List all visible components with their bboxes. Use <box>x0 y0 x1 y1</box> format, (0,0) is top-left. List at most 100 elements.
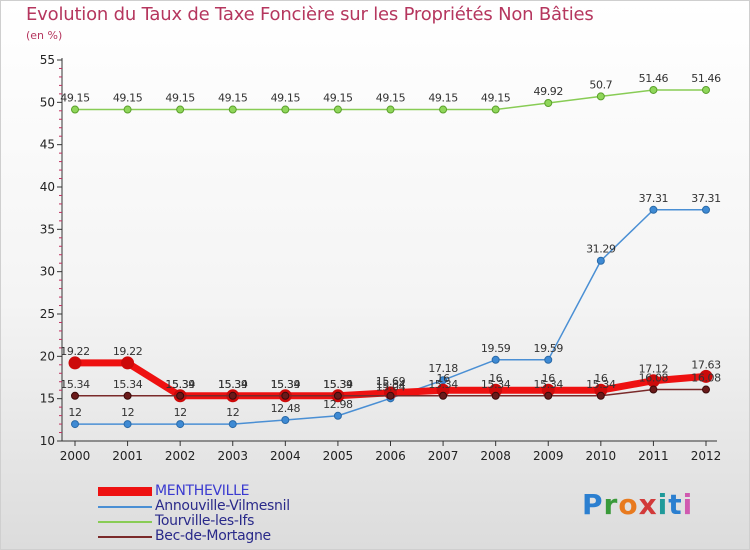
data-point-annouville-vilmesnil <box>649 205 658 214</box>
data-label-mentheville: 16 <box>489 372 503 385</box>
legend-item-annouville-vilmesnil: Annouville-Vilmesnil <box>98 498 358 514</box>
data-label-annouville-vilmesnil: 15.04 <box>376 380 406 393</box>
legend-swatch <box>98 535 152 538</box>
data-label-bec-de-mortagne: 15.34 <box>271 378 301 391</box>
series-bec-de-mortagne <box>71 385 710 400</box>
data-label-mentheville: 15.39 <box>165 378 195 391</box>
data-label-bec-de-mortagne: 15.34 <box>165 378 195 391</box>
data-label-tourville-les-ifs: 49.15 <box>323 92 353 105</box>
data-label-tourville-les-ifs: 49.15 <box>165 92 195 105</box>
data-point-bec-de-mortagne <box>439 391 448 400</box>
data-point-annouville-vilmesnil <box>596 256 605 265</box>
data-label-tourville-les-ifs: 49.15 <box>428 92 458 105</box>
data-point-tourville-les-ifs <box>439 105 448 114</box>
legend-swatch <box>98 486 152 496</box>
data-label-annouville-vilmesnil: 12.48 <box>271 402 301 415</box>
data-label-annouville-vilmesnil: 17.18 <box>428 362 458 375</box>
data-label-bec-de-mortagne: 15.34 <box>586 378 616 391</box>
data-label-annouville-vilmesnil: 19.59 <box>481 342 511 355</box>
x-tick-label: 2001 <box>112 449 143 463</box>
legend-label: Annouville-Vilmesnil <box>155 498 290 514</box>
data-point-bec-de-mortagne <box>176 391 185 400</box>
data-point-annouville-vilmesnil <box>333 411 342 420</box>
data-point-bec-de-mortagne <box>702 385 710 394</box>
data-label-mentheville: 19.22 <box>113 345 143 358</box>
series-lines <box>68 85 713 429</box>
logo-letter: P <box>582 488 604 521</box>
legend: MENTHEVILLE Annouville-Vilmesnil Tourville… <box>98 483 358 544</box>
data-label-bec-de-mortagne: 15.34 <box>376 378 406 391</box>
data-point-tourville-les-ifs <box>649 85 658 94</box>
data-label-mentheville: 19.22 <box>60 345 90 358</box>
data-point-annouville-vilmesnil <box>71 420 79 429</box>
data-point-tourville-les-ifs <box>123 105 132 114</box>
data-point-tourville-les-ifs <box>176 105 185 114</box>
data-point-tourville-les-ifs <box>71 105 79 114</box>
data-label-tourville-les-ifs: 49.15 <box>271 92 301 105</box>
data-point-mentheville <box>68 356 82 370</box>
data-label-bec-de-mortagne: 16.08 <box>691 372 721 385</box>
data-point-tourville-les-ifs <box>596 92 605 101</box>
y-tick-label: 10 <box>40 434 55 448</box>
x-tick-label: 2012 <box>691 449 722 463</box>
data-point-annouville-vilmesnil <box>228 420 237 429</box>
data-label-mentheville: 15.69 <box>376 375 406 388</box>
axes: 10 15 20 25 30 35 40 45 50 55 2000 2001 2002 2003 2004… <box>40 53 722 463</box>
data-label-mentheville: 17.63 <box>691 358 721 371</box>
y-tick-label: 40 <box>40 180 55 194</box>
data-point-bec-de-mortagne <box>123 391 132 400</box>
data-label-tourville-les-ifs: 51.46 <box>691 72 721 85</box>
data-label-tourville-les-ifs: 49.15 <box>481 92 511 105</box>
data-label-annouville-vilmesnil: 12 <box>174 406 187 419</box>
data-label-mentheville: 16 <box>594 372 608 385</box>
data-point-tourville-les-ifs <box>491 105 500 114</box>
data-label-annouville-vilmesnil: 19.59 <box>534 342 564 355</box>
data-label-tourville-les-ifs: 49.92 <box>534 85 564 98</box>
x-tick-label: 2007 <box>428 449 459 463</box>
y-tick-label: 15 <box>40 392 55 406</box>
data-point-bec-de-mortagne <box>281 391 290 400</box>
legend-item-mentheville: MENTHEVILLE <box>98 483 358 499</box>
data-label-mentheville: 15.39 <box>271 378 301 391</box>
logo-letter: r <box>603 488 619 521</box>
data-label-bec-de-mortagne: 15.34 <box>323 378 353 391</box>
data-label-bec-de-mortagne: 15.34 <box>218 378 248 391</box>
x-tick-label: 2008 <box>480 449 511 463</box>
data-label-tourville-les-ifs: 51.46 <box>639 72 669 85</box>
x-tick-label: 2011 <box>638 449 669 463</box>
logo-letter: o <box>618 488 639 521</box>
data-point-bec-de-mortagne <box>596 391 605 400</box>
logo-letter: i <box>657 488 669 521</box>
data-point-tourville-les-ifs <box>228 105 237 114</box>
data-label-tourville-les-ifs: 49.15 <box>60 92 90 105</box>
data-point-annouville-vilmesnil <box>702 205 710 214</box>
y-tick-label: 20 <box>40 349 55 363</box>
data-label-mentheville: 16 <box>542 372 556 385</box>
data-label-bec-de-mortagne: 15.34 <box>428 378 458 391</box>
data-label-bec-de-mortagne: 15.34 <box>60 378 90 391</box>
logo-letter: i <box>682 488 694 521</box>
data-point-bec-de-mortagne <box>491 391 500 400</box>
y-tick-label: 35 <box>40 222 55 236</box>
data-label-annouville-vilmesnil: 37.31 <box>691 192 721 205</box>
data-point-tourville-les-ifs <box>386 105 395 114</box>
proxiti-logo: Proxiti <box>582 488 693 521</box>
data-point-annouville-vilmesnil <box>491 355 500 364</box>
data-label-bec-de-mortagne: 15.34 <box>481 378 511 391</box>
data-label-mentheville: 15.39 <box>323 378 353 391</box>
y-tick-label: 45 <box>40 138 55 152</box>
legend-label: Tourville-les-Ifs <box>155 513 255 529</box>
y-tick-label: 25 <box>40 307 55 321</box>
legend-swatch <box>98 520 152 523</box>
legend-swatch <box>98 505 152 508</box>
data-label-annouville-vilmesnil: 12 <box>121 406 134 419</box>
data-label-tourville-les-ifs: 49.15 <box>113 92 143 105</box>
data-point-bec-de-mortagne <box>649 385 658 394</box>
x-tick-label: 2006 <box>375 449 406 463</box>
data-label-mentheville: 16 <box>436 372 450 385</box>
data-label-annouville-vilmesnil: 12.98 <box>323 398 353 411</box>
data-label-mentheville: 15.39 <box>218 378 248 391</box>
x-tick-label: 2005 <box>323 449 354 463</box>
